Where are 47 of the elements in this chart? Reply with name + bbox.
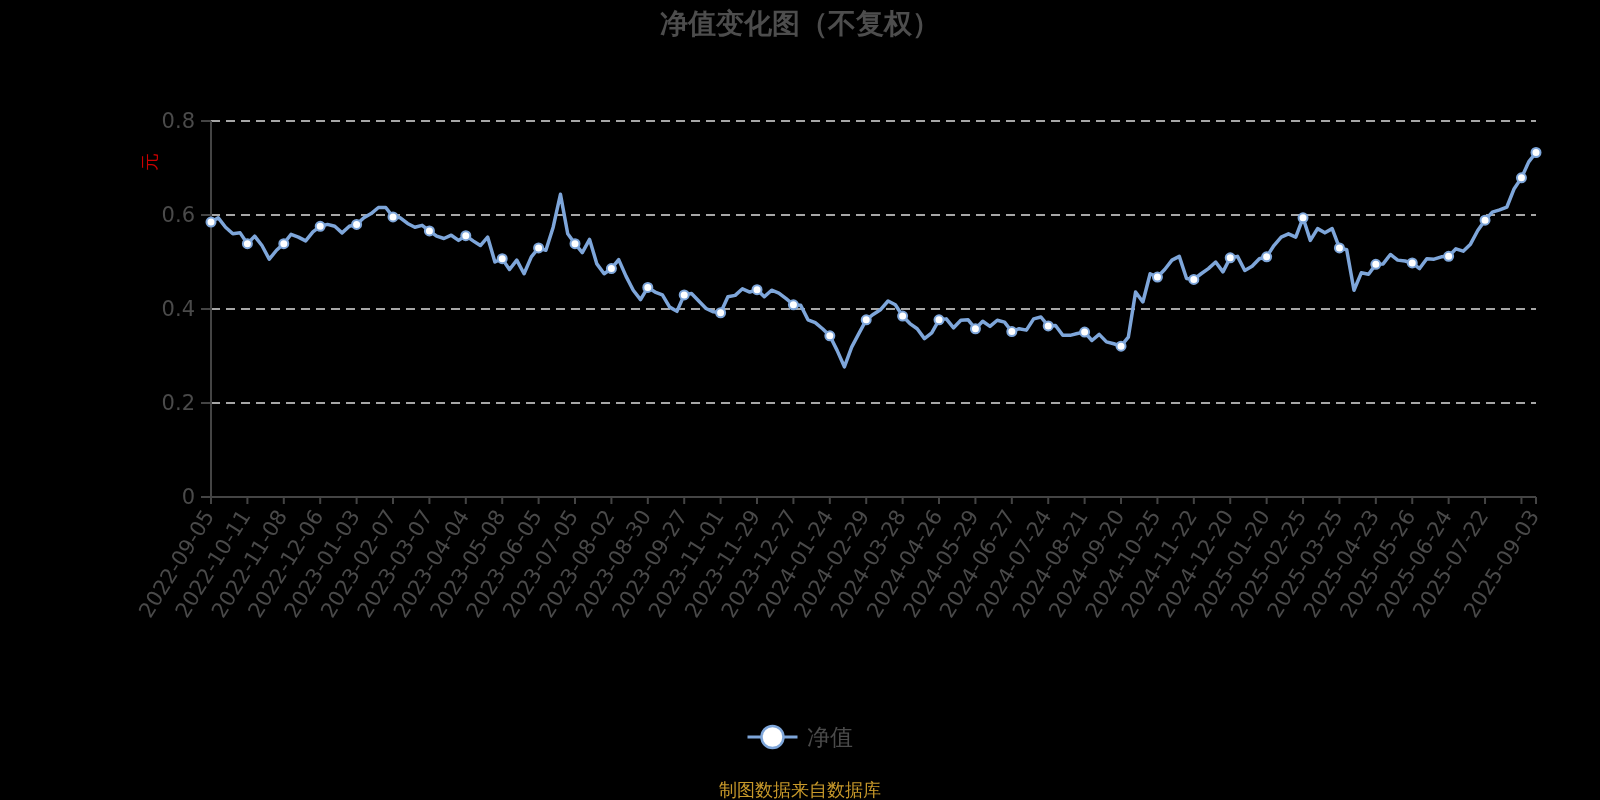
y-axis-title: 元	[138, 153, 160, 171]
point	[751, 284, 763, 296]
y-tick-label: 0.2	[161, 391, 195, 415]
point	[897, 310, 909, 322]
y-tick-label: 0	[181, 485, 195, 509]
point	[1006, 326, 1018, 338]
point	[642, 281, 654, 293]
point	[715, 307, 727, 319]
chart-title: 净值变化图（不复权）	[660, 6, 940, 40]
point	[605, 263, 617, 275]
point	[496, 253, 508, 265]
point	[678, 289, 690, 301]
point	[933, 314, 945, 326]
point	[423, 225, 435, 237]
point	[1406, 257, 1418, 269]
point	[278, 238, 290, 250]
point	[1188, 273, 1200, 285]
point	[241, 238, 253, 250]
point	[860, 314, 872, 326]
point	[1115, 340, 1127, 352]
point	[1079, 326, 1091, 338]
point	[1224, 252, 1236, 264]
point	[533, 242, 545, 254]
point	[824, 330, 836, 342]
point	[205, 216, 217, 228]
point	[1042, 320, 1054, 332]
point	[787, 299, 799, 311]
legend-label: 净值	[806, 724, 853, 750]
point	[351, 218, 363, 230]
point	[1515, 172, 1527, 184]
text: 制图数据来自数据库	[719, 778, 881, 800]
point	[1443, 250, 1455, 262]
point	[1479, 214, 1491, 226]
point	[460, 230, 472, 242]
point	[969, 323, 981, 335]
point	[387, 211, 399, 223]
y-tick-label: 0.6	[161, 203, 195, 227]
point	[1297, 212, 1309, 224]
point	[1151, 271, 1163, 283]
y-tick-label: 0.4	[161, 297, 195, 321]
point	[1370, 258, 1382, 270]
point	[314, 220, 326, 232]
point	[1530, 146, 1542, 158]
point	[1333, 242, 1345, 254]
point	[569, 238, 581, 250]
point	[1261, 251, 1273, 263]
y-tick-label: 0.8	[161, 109, 195, 133]
